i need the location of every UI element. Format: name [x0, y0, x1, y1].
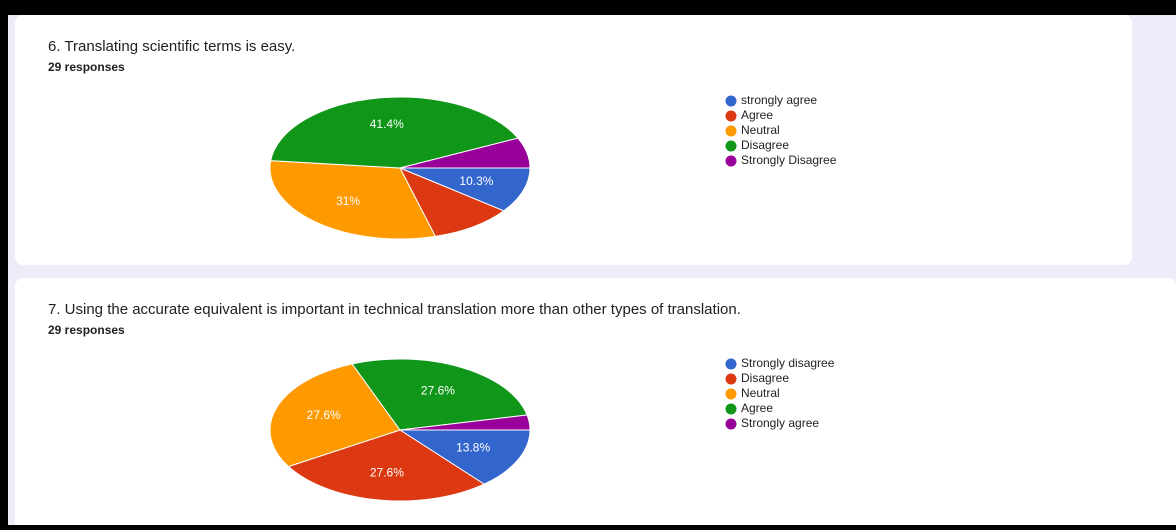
legend-label: Agree [741, 401, 773, 415]
pie-slice [270, 96, 519, 169]
pie-slice [351, 358, 528, 431]
pie-slice [399, 137, 531, 169]
legend-swatch [725, 403, 737, 415]
question-title: 6. Translating scientific terms is easy. [48, 38, 295, 55]
legend-label: Disagree [741, 371, 789, 385]
slice-label: 27.6% [370, 466, 404, 480]
legend-swatch [725, 155, 737, 167]
legend-swatch [725, 95, 737, 107]
pie-slice [398, 429, 531, 485]
pie-slice [399, 414, 531, 431]
legend-swatch [725, 125, 737, 137]
pie-slice [398, 167, 505, 237]
legend-label: Strongly Disagree [741, 153, 837, 167]
question-title: 7. Using the accurate equivalent is impo… [48, 301, 741, 318]
pie-slice [269, 160, 437, 240]
slice-label: 31% [336, 194, 360, 208]
legend-label: strongly agree [741, 93, 817, 107]
slice-label: 13.8% [456, 441, 490, 455]
pie-slice [269, 363, 401, 468]
legend-label: Agree [741, 108, 773, 122]
response-count: 29 responses [48, 323, 125, 337]
legend-label: Neutral [741, 123, 780, 137]
slice-label: 27.6% [421, 383, 455, 397]
legend-swatch [725, 388, 737, 400]
legend-label: Disagree [741, 138, 789, 152]
pie-slice [399, 167, 531, 212]
legend-swatch [725, 373, 737, 385]
slice-label: 10.3% [459, 174, 493, 188]
pie-slice [287, 429, 486, 502]
legend-label: Neutral [741, 386, 780, 400]
slice-label: 27.6% [307, 408, 341, 422]
legend-swatch [725, 140, 737, 152]
legend-label: Strongly agree [741, 416, 819, 430]
legend-swatch [725, 418, 737, 430]
legend-label: Strongly disagree [741, 356, 835, 370]
legend-swatch [725, 110, 737, 122]
legend-swatch [725, 358, 737, 370]
response-count: 29 responses [48, 60, 125, 74]
slice-label: 41.4% [370, 117, 404, 131]
